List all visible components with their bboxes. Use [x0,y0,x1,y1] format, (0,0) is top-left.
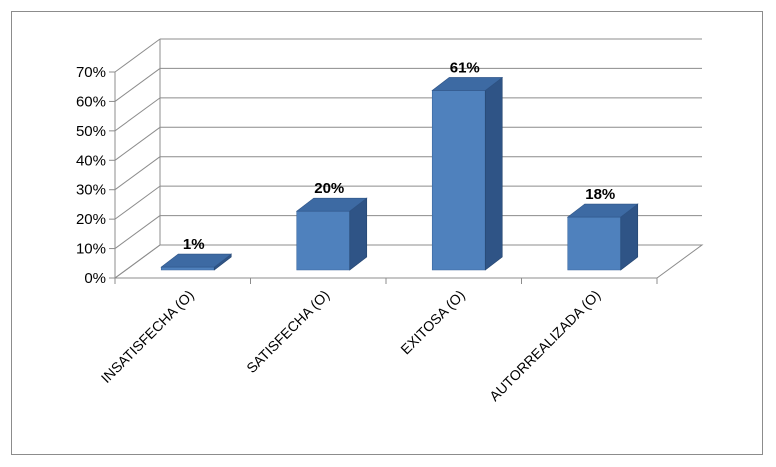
bar-top-face [566,203,639,218]
y-tick-label: 50% [76,123,106,140]
y-tick-label: 0% [84,270,106,287]
bar-front-face [296,210,351,271]
side-gridline [114,215,161,249]
bar-4 [566,203,639,271]
y-tick-label: 70% [76,64,106,81]
bar-3 [431,76,504,271]
y-tick-label: 60% [76,93,106,110]
bar-top-face [295,197,368,212]
y-tick-label: 30% [76,182,106,199]
x-category-label: AUTORREALIZADA (O) [486,287,603,404]
y-tick-label: 10% [76,241,106,258]
side-gridline [114,97,161,132]
side-gridline [114,244,161,279]
x-category-label: INSATISFECHA (O) [98,287,197,386]
side-gridline [114,38,161,73]
side-gridline [114,185,161,220]
bar-front-face [567,216,622,271]
x-category-label: EXITOSA (O) [397,287,468,358]
side-gridline [114,156,161,191]
bars-layer [160,76,639,271]
bar-1 [160,253,233,271]
bar-front-face [160,266,215,271]
y-tick-label: 20% [76,211,106,228]
x-category-label: SATISFECHA (O) [243,287,332,376]
data-label: 1% [183,236,205,253]
y-tick-label: 40% [76,152,106,169]
bar-front-face [431,90,486,271]
side-gridline [114,68,161,102]
grid-layer [109,38,704,284]
bar-top-face [160,253,233,268]
data-label: 20% [314,180,344,197]
data-label: 61% [450,59,480,76]
bar-2 [295,197,368,271]
bar-top-face [431,77,504,91]
data-label: 18% [585,186,615,203]
bar-side-face [484,76,503,271]
side-gridline [114,126,161,161]
